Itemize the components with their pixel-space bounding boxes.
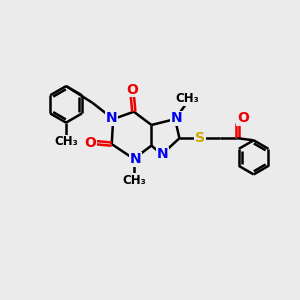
Text: N: N bbox=[171, 112, 182, 125]
Text: N: N bbox=[157, 147, 168, 161]
Text: N: N bbox=[130, 152, 141, 167]
Text: S: S bbox=[195, 131, 205, 145]
Text: CH₃: CH₃ bbox=[122, 174, 146, 187]
Text: O: O bbox=[237, 111, 249, 125]
Text: O: O bbox=[84, 136, 96, 150]
Text: N: N bbox=[106, 112, 118, 125]
Text: CH₃: CH₃ bbox=[54, 135, 78, 148]
Text: CH₃: CH₃ bbox=[176, 92, 200, 105]
Text: O: O bbox=[126, 82, 138, 97]
